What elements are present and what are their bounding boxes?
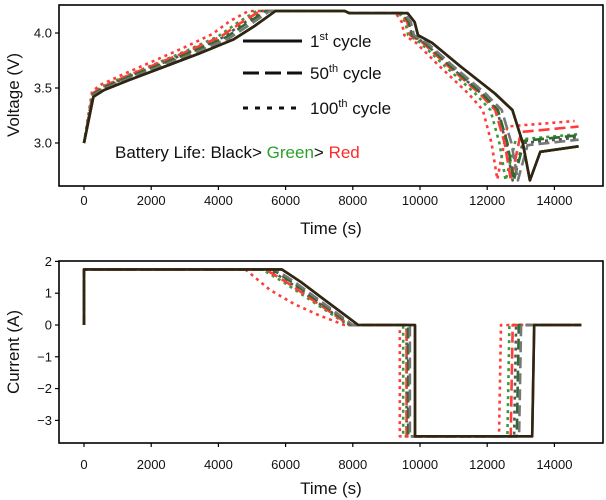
y-tick-label: 0 — [45, 318, 52, 333]
x-axis-label: Time (s) — [300, 479, 362, 498]
legend-superscript: st — [319, 31, 328, 43]
current-series — [82, 268, 582, 438]
x-tick-label: 0 — [80, 193, 87, 208]
note-red: Red — [329, 143, 360, 162]
legend-superscript: th — [338, 98, 347, 110]
voltage-plot: 0 2000 4000 6000 8000 10000 12000 14000 3.0 3.5 4.… — [4, 4, 604, 238]
legend-label: 1st cycle — [310, 31, 372, 51]
legend-number: 50 — [310, 64, 329, 83]
legend-label: 50th cycle — [310, 63, 382, 83]
legend-rest: cycle — [348, 99, 391, 118]
x-tick-label: 8000 — [338, 457, 367, 472]
y-tick-label: 1 — [45, 286, 52, 301]
y-tick-label: −1 — [37, 349, 52, 364]
legend-entry: 1st cycle — [243, 31, 372, 51]
current-axes-frame — [58, 260, 604, 444]
y-tick-label: 4.0 — [34, 26, 52, 41]
x-tick-label: 12000 — [469, 457, 505, 472]
legend-number: 100 — [310, 99, 338, 118]
x-tick-label: 6000 — [271, 457, 300, 472]
x-tick-label: 2000 — [137, 193, 166, 208]
x-tick-label: 4000 — [204, 193, 233, 208]
series-line-green-100th-cycle — [82, 268, 582, 438]
x-tick-label: 8000 — [338, 193, 367, 208]
series-line-black-1st-cycle — [82, 268, 582, 438]
note-black: Black> — [210, 143, 266, 162]
x-tick-label: 2000 — [137, 457, 166, 472]
x-tick-label: 10000 — [402, 457, 438, 472]
x-tick-label: 14000 — [536, 457, 572, 472]
x-tick-label: 4000 — [204, 457, 233, 472]
note-green: Green — [267, 143, 314, 162]
y-tick-label: 3.5 — [34, 81, 52, 96]
x-tick-label: 10000 — [402, 193, 438, 208]
series-line-black-100th-cycle — [82, 268, 582, 438]
x-axis-label: Time (s) — [300, 219, 362, 238]
x-tick-label: 6000 — [271, 193, 300, 208]
current-plot: 0 2000 4000 6000 8000 10000 12000 14000 −3 −2 −1 0 1… — [4, 254, 604, 498]
series-line-red-50th-cycle — [82, 268, 582, 438]
voltage-series — [82, 9, 579, 182]
y-axis-label: Voltage (V) — [4, 53, 23, 137]
y-tick-label: −2 — [37, 381, 52, 396]
y-axis-label: Current (A) — [4, 310, 23, 394]
series-line-black-1st-cycle — [82, 9, 579, 182]
legend-number: 1 — [310, 32, 319, 51]
x-tick-label: 14000 — [536, 193, 572, 208]
voltage-axes-frame — [58, 4, 604, 187]
y-tick-label: 3.0 — [34, 136, 52, 151]
battery-life-note: Battery Life: Black> Green> Red — [115, 143, 360, 162]
legend-rest: cycle — [338, 64, 381, 83]
legend-rest: cycle — [328, 32, 371, 51]
legend-entry: 100th cycle — [243, 98, 391, 118]
series-line-red-100th-cycle — [82, 9, 575, 181]
legend-entry: 50th cycle — [243, 63, 382, 83]
legend-label: 100th cycle — [310, 98, 391, 118]
x-tick-label: 12000 — [469, 193, 505, 208]
x-tick-label: 0 — [80, 457, 87, 472]
y-tick-label: −3 — [37, 413, 52, 428]
legend-superscript: th — [329, 63, 338, 75]
note-prefix: Battery Life: — [115, 143, 210, 162]
note-separator: > — [314, 143, 329, 162]
y-tick-label: 2 — [45, 254, 52, 269]
